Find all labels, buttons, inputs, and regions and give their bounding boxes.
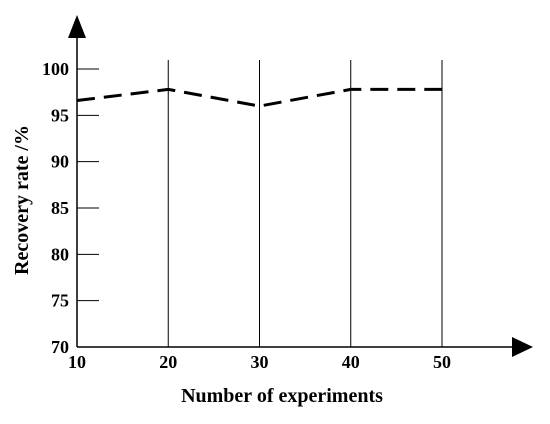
y-axis-title: Recovery rate /% (11, 125, 33, 275)
x-axis-title: Number of experiments (181, 385, 383, 407)
y-axis-arrow-icon (68, 15, 86, 38)
x-tick-label-10: 10 (68, 352, 86, 372)
tick-labels: 70 75 80 85 90 95 100 10 20 30 40 50 (42, 59, 451, 372)
y-tick-label-80: 80 (51, 244, 69, 264)
grid-lines (168, 60, 442, 347)
x-tick-label-40: 40 (342, 352, 360, 372)
x-tick-label-50: 50 (433, 352, 451, 372)
x-tick-label-20: 20 (159, 352, 177, 372)
axes (68, 15, 533, 357)
x-axis-arrow-icon (512, 337, 533, 357)
y-tick-label-90: 90 (51, 152, 69, 172)
y-tick-label-85: 85 (51, 198, 69, 218)
y-tick-label-70: 70 (51, 337, 69, 357)
y-tick-label-75: 75 (51, 291, 69, 311)
y-tick-label-100: 100 (42, 59, 69, 79)
x-tick-label-30: 30 (251, 352, 269, 372)
y-tick-label-95: 95 (51, 105, 69, 125)
